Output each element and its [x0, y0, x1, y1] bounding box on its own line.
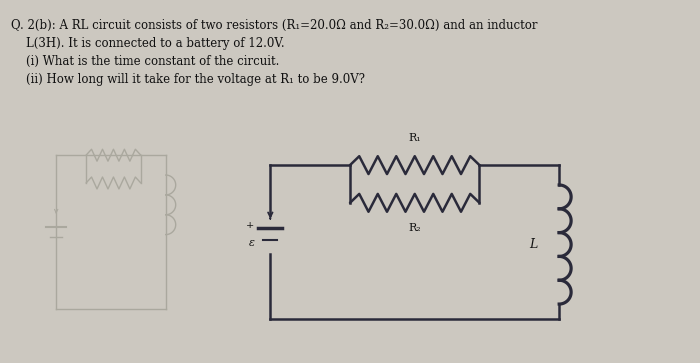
- Text: L: L: [529, 238, 538, 251]
- Text: R₁: R₁: [408, 133, 421, 143]
- Text: (ii) How long will it take for the voltage at R₁ to be 9.0V?: (ii) How long will it take for the volta…: [11, 73, 365, 86]
- Text: ε: ε: [248, 237, 254, 248]
- Text: Q. 2(b): A RL circuit consists of two resistors (R₁=20.0Ω and R₂=30.0Ω) and an i: Q. 2(b): A RL circuit consists of two re…: [11, 19, 538, 32]
- Text: R₂: R₂: [408, 223, 421, 233]
- Text: +: +: [246, 221, 254, 230]
- Text: L(3H). It is connected to a battery of 12.0V.: L(3H). It is connected to a battery of 1…: [11, 37, 285, 50]
- Text: (i) What is the time constant of the circuit.: (i) What is the time constant of the cir…: [11, 55, 280, 68]
